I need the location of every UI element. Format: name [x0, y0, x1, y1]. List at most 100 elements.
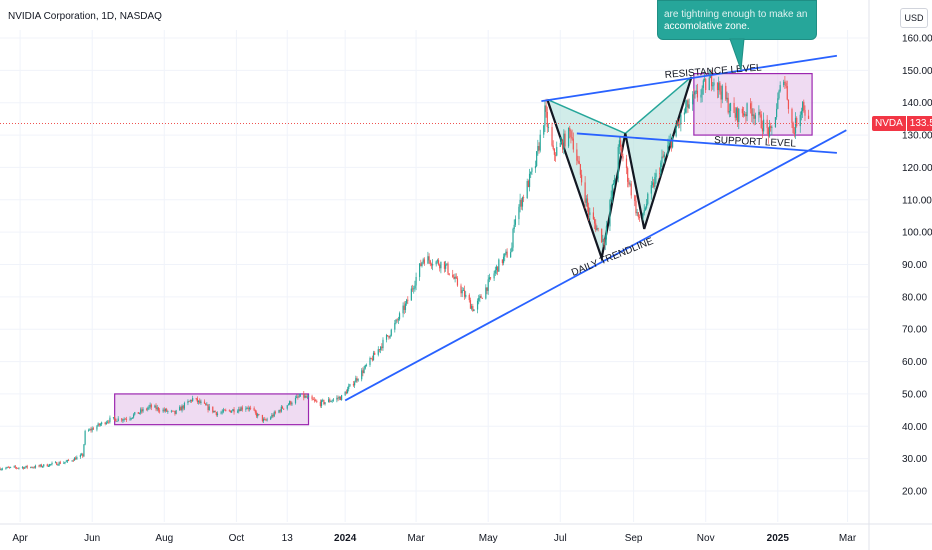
candle-body [372, 352, 375, 361]
candle-body [737, 108, 739, 123]
candle-body [345, 391, 347, 394]
candle-body [654, 177, 656, 187]
candle-body [23, 467, 25, 469]
candle-body [543, 125, 545, 135]
candle-body [735, 108, 738, 118]
x-tick-label: Sep [625, 533, 643, 544]
candle-body [248, 407, 251, 410]
chart-title: NVIDIA Corporation, 1D, NASDAQ [8, 11, 162, 22]
candle-body [719, 82, 721, 92]
pattern-fill-left [547, 99, 626, 259]
candle-body [551, 126, 553, 146]
candle-body [339, 397, 342, 401]
candle-body [580, 174, 583, 183]
candle-body [692, 94, 694, 105]
candle-body [241, 407, 243, 410]
candle-body [546, 111, 548, 128]
candle-body [603, 238, 605, 246]
candle-body [65, 461, 67, 463]
candle-body [336, 397, 338, 400]
candle-body [167, 411, 169, 412]
candle-body [572, 138, 574, 150]
candle-body [246, 407, 248, 409]
candle-body [745, 114, 747, 117]
candle-body [123, 418, 125, 420]
candle-body [486, 287, 488, 291]
candle-body [221, 411, 223, 413]
y-tick-label: 90.00 [902, 260, 927, 271]
candle-body [371, 358, 373, 361]
candle-body [162, 409, 164, 412]
candle-body [130, 418, 132, 420]
candle-body [647, 193, 649, 204]
candle-body [751, 108, 753, 116]
candle-body [601, 228, 603, 242]
candle-body [67, 460, 70, 461]
currency-button[interactable]: USD [900, 8, 928, 28]
candle-body [630, 183, 632, 196]
candle-body [612, 183, 615, 185]
candle-body [390, 329, 392, 336]
candle-body [281, 406, 284, 409]
text-callout[interactable]: are tightning enough to make an accomola… [657, 0, 817, 40]
candle-body [212, 406, 214, 413]
candle-body [655, 173, 657, 178]
candle-body [498, 259, 500, 272]
candle-body [481, 298, 483, 299]
candle-body [312, 399, 314, 400]
candle-body [595, 223, 597, 231]
candle-body [420, 263, 422, 266]
candle-body [419, 263, 421, 277]
candle-body [443, 261, 446, 269]
candle-body [96, 426, 98, 430]
candle-body [214, 410, 216, 413]
candle-body [721, 85, 723, 100]
candle-body [611, 184, 613, 197]
candle-body [695, 90, 697, 92]
candle-body [576, 149, 578, 161]
candle-body [286, 405, 288, 409]
candle-body [605, 226, 607, 240]
candle-body [675, 124, 677, 137]
candle-body [394, 323, 396, 330]
candle-body [357, 379, 359, 381]
last-price-badge: NVDA 133.57 [872, 116, 932, 132]
y-tick-label: 80.00 [902, 292, 927, 303]
candle-body [593, 219, 596, 224]
candle-body [54, 462, 57, 464]
candle-body [311, 396, 313, 400]
candle-body [686, 100, 688, 107]
candle-body [537, 146, 539, 152]
candle-body [734, 113, 736, 118]
candle-body [627, 168, 629, 182]
candle-body [26, 465, 28, 468]
candle-body [534, 166, 537, 169]
candle-body [222, 409, 225, 412]
candle-body [381, 346, 383, 349]
candle-body [432, 264, 434, 266]
candle-body [494, 270, 496, 274]
y-tick-label: 140.00 [902, 98, 932, 109]
y-tick-label: 30.00 [902, 454, 927, 465]
y-tick-label: 130.00 [902, 131, 932, 142]
x-tick-label: Apr [12, 533, 28, 544]
candle-body [725, 85, 727, 100]
candle-body [271, 414, 273, 418]
candle-body [150, 404, 152, 408]
candle-body [446, 263, 448, 265]
candle-body [688, 104, 690, 109]
candle-body [385, 335, 388, 340]
candle-body [364, 365, 366, 369]
candle-body [778, 91, 780, 99]
candle-body [402, 305, 404, 314]
candle-body [182, 405, 184, 409]
y-tick-label: 120.00 [902, 163, 932, 174]
candle-body [807, 115, 810, 119]
candle-body [157, 407, 159, 411]
candle-body [476, 300, 479, 310]
candle-body [363, 368, 365, 373]
candle-body [530, 171, 532, 174]
candle-body [382, 339, 384, 349]
candle-body [249, 407, 252, 409]
